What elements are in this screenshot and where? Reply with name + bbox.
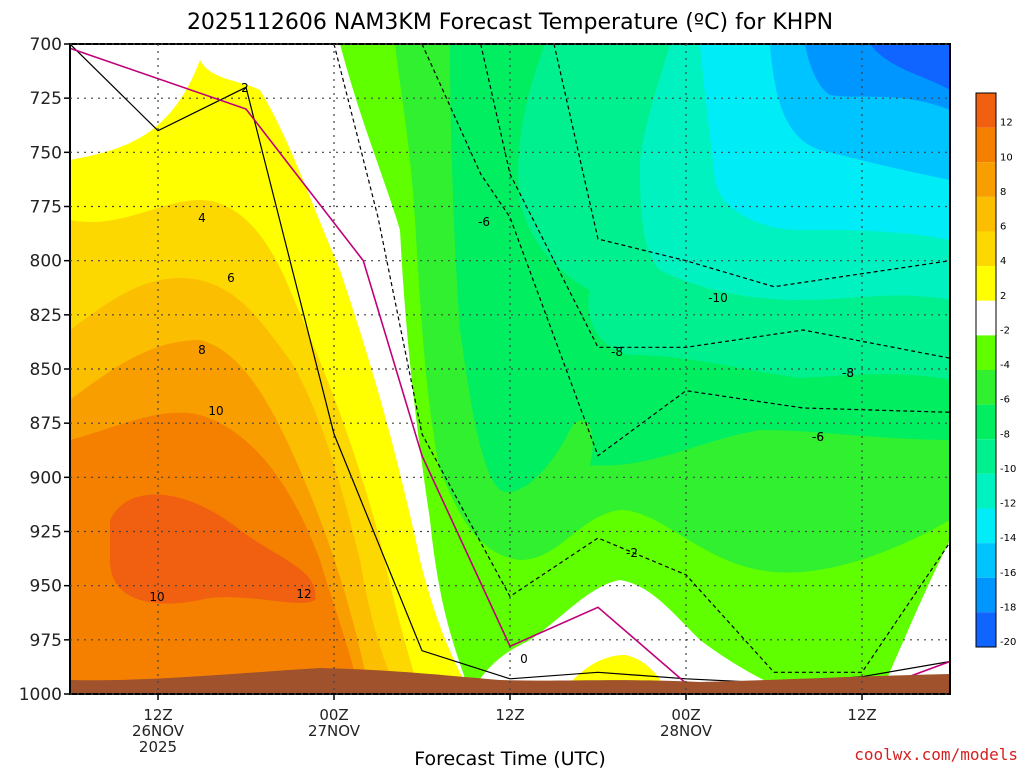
colorbar-label: -8 bbox=[1000, 429, 1010, 440]
x-tick-label: 00Z bbox=[671, 706, 700, 724]
colorbar-label: -6 bbox=[1000, 395, 1010, 406]
contour-label: 8 bbox=[198, 343, 206, 357]
x-tick-label: 12Z bbox=[495, 706, 524, 724]
colorbar-swatch bbox=[976, 577, 996, 613]
colorbar-swatch bbox=[976, 231, 996, 267]
colorbar-label: 10 bbox=[1000, 152, 1013, 163]
colorbar-swatch bbox=[976, 370, 996, 405]
isotherm-line bbox=[70, 47, 950, 694]
contour-label: -8 bbox=[842, 366, 854, 380]
y-tick-label: 900 bbox=[30, 468, 62, 488]
y-tick-label: 975 bbox=[30, 631, 62, 651]
contour-label: 2 bbox=[241, 81, 249, 95]
y-tick-label: 925 bbox=[30, 523, 62, 543]
contour-label: -2 bbox=[626, 546, 638, 560]
contour-label: 4 bbox=[198, 211, 206, 225]
colorbar-label: -2 bbox=[1000, 325, 1010, 336]
y-tick-label: 950 bbox=[30, 577, 62, 597]
isotherm-line bbox=[333, 44, 950, 673]
colorbar-label: -4 bbox=[1000, 360, 1010, 371]
colorbar-swatch bbox=[976, 266, 996, 301]
colorbar-swatch bbox=[976, 508, 996, 544]
y-tick-label: 700 bbox=[30, 35, 62, 55]
contour-label: -6 bbox=[478, 215, 490, 229]
colorbar-label: -20 bbox=[1000, 637, 1016, 648]
y-tick-label: 800 bbox=[30, 252, 62, 272]
colorbar-swatch bbox=[976, 404, 996, 440]
contour-label: 12 bbox=[296, 587, 311, 601]
colorbar-swatch bbox=[976, 543, 996, 578]
y-tick-label: 850 bbox=[30, 360, 62, 380]
x-tick-label: 27NOV bbox=[308, 722, 361, 740]
colorbar-label: 2 bbox=[1000, 291, 1006, 302]
colorbar-swatch bbox=[976, 335, 996, 370]
contour-label: 10 bbox=[208, 404, 223, 418]
colorbar-swatch bbox=[976, 612, 996, 647]
x-tick-label: 12Z bbox=[143, 706, 172, 724]
band-cold-18-20 bbox=[870, 44, 950, 90]
y-tick-label: 875 bbox=[30, 414, 62, 434]
isotherm-line bbox=[480, 44, 950, 359]
y-tick-label: 725 bbox=[30, 89, 62, 109]
colorbar-label: -18 bbox=[1000, 602, 1016, 613]
contour-label: 0 bbox=[520, 652, 528, 666]
isotherm-line bbox=[421, 44, 950, 457]
colorbar-swatch bbox=[976, 196, 996, 232]
contour-label: -10 bbox=[708, 291, 728, 305]
contour-label: -8 bbox=[842, 366, 854, 380]
colorbar-swatch bbox=[976, 127, 996, 163]
colorbar-label: -14 bbox=[1000, 533, 1016, 544]
y-tick-label: 1000 bbox=[19, 685, 62, 705]
x-axis-label: Forecast Time (UTC) bbox=[414, 748, 605, 768]
colorbar: 12 10 8 6 4 2 -2 -4 -6 -8 -10 -12 -14 -16 -18 -20 bbox=[975, 92, 1016, 648]
chart-title: 2025112606 NAM3KM Forecast Temperature (… bbox=[187, 10, 833, 35]
y-tick-label: 750 bbox=[30, 143, 62, 163]
contour-label: -8 bbox=[611, 345, 623, 359]
band-near-zero-notch bbox=[470, 580, 800, 694]
contour-label: -6 bbox=[812, 430, 824, 444]
colorbar-swatch bbox=[976, 162, 996, 197]
colorbar-label: 12 bbox=[1000, 118, 1013, 129]
credit-text[interactable]: coolwx.com/models bbox=[854, 745, 1018, 764]
y-tick-label: 775 bbox=[30, 198, 62, 218]
y-axis-ticks: 700 725 750 775 800 825 850 875 900 925 950 975 1000 bbox=[19, 35, 70, 705]
colorbar-swatch bbox=[976, 300, 996, 336]
colorbar-frame bbox=[975, 92, 997, 648]
x-tick-label: 2025 bbox=[139, 738, 177, 756]
colorbar-label: -12 bbox=[1000, 499, 1016, 510]
colorbar-label: 8 bbox=[1000, 187, 1006, 198]
contour-label: 6 bbox=[227, 271, 235, 285]
colorbar-label: 4 bbox=[1000, 256, 1006, 267]
contour-label: 10 bbox=[149, 590, 164, 604]
band-right-notch bbox=[900, 610, 950, 694]
colorbar-label: -10 bbox=[1000, 464, 1016, 475]
x-tick-label: 12Z bbox=[847, 706, 876, 724]
colorbar-swatch bbox=[976, 439, 996, 474]
contour-label: -6 bbox=[812, 430, 824, 444]
x-tick-label: 26NOV bbox=[132, 722, 185, 740]
x-tick-label: 00Z bbox=[319, 706, 348, 724]
band-warm-12plus bbox=[110, 494, 316, 604]
colorbar-swatch bbox=[976, 93, 996, 128]
x-tick-label: 28NOV bbox=[660, 722, 713, 740]
colorbar-swatch bbox=[976, 473, 996, 509]
y-tick-label: 825 bbox=[30, 306, 62, 326]
colorbar-label: 6 bbox=[1000, 222, 1006, 233]
colorbar-label: -16 bbox=[1000, 568, 1016, 579]
